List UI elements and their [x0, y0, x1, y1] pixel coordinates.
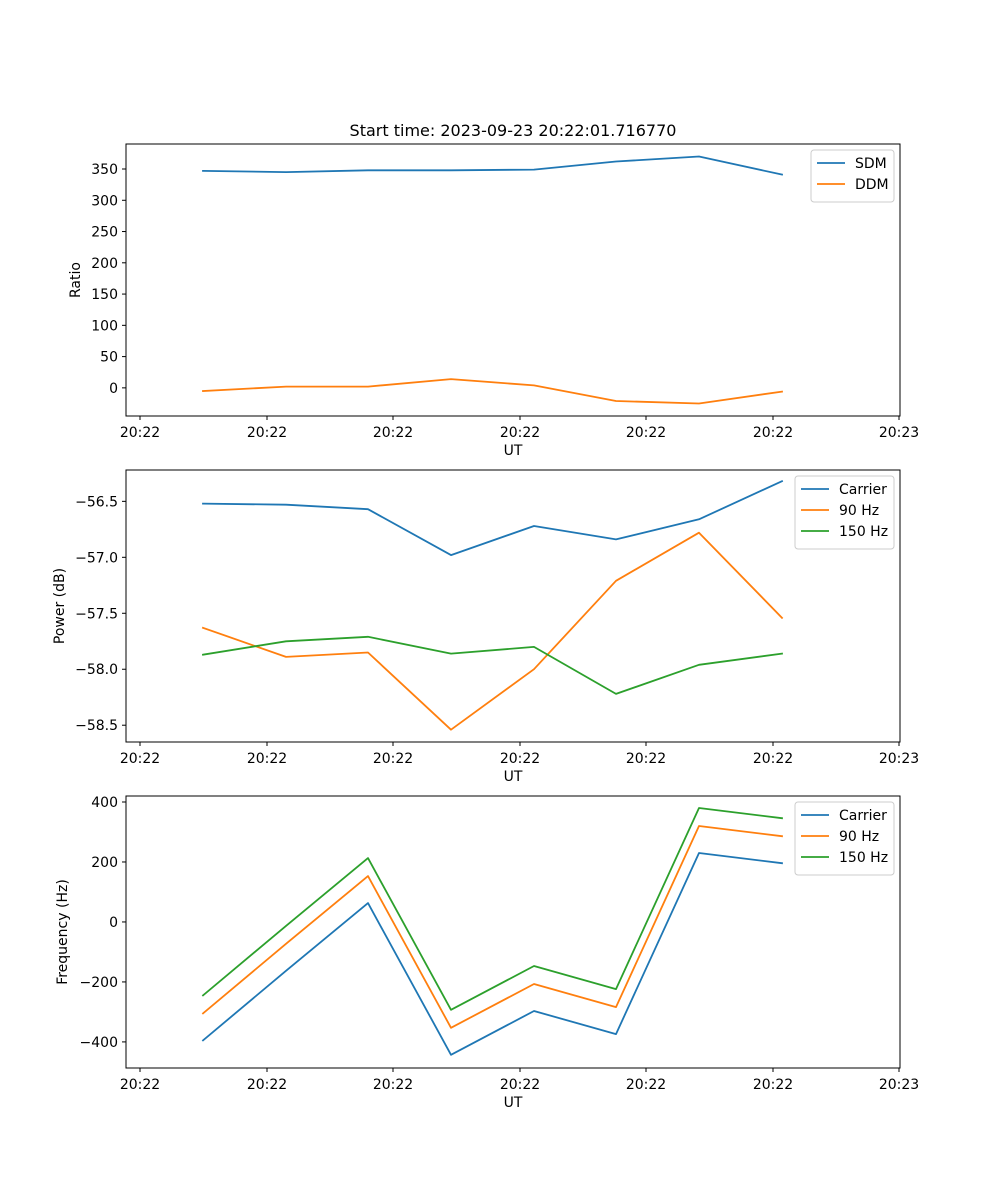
- x-tick-label: 20:22: [120, 1077, 160, 1093]
- y-tick-label: 200: [91, 855, 118, 871]
- x-tick-label: 20:22: [373, 751, 413, 767]
- y-tick-label: −58.0: [75, 662, 118, 678]
- y-tick-label: 200: [91, 256, 118, 272]
- series-line-sdm: [202, 155, 784, 176]
- x-tick-label: 20:22: [626, 1077, 666, 1093]
- y-axis-label: Ratio: [68, 262, 84, 298]
- legend-label-carrier: Carrier: [839, 808, 887, 824]
- x-tick-label: 20:23: [879, 751, 919, 767]
- x-tick-label: 20:22: [500, 1077, 540, 1093]
- y-tick-label: 300: [91, 193, 118, 209]
- x-tick-label: 20:22: [753, 751, 793, 767]
- x-tick-label: 20:22: [626, 751, 666, 767]
- legend-label-150-hz: 150 Hz: [839, 524, 888, 540]
- legend: Carrier 90 Hz 150 Hz: [794, 801, 895, 876]
- x-axis-label: UT: [504, 1095, 523, 1111]
- x-tick-label: 20:22: [373, 1077, 413, 1093]
- x-tick-label: 20:22: [120, 751, 160, 767]
- y-tick-label: −200: [80, 975, 118, 991]
- x-tick-label: 20:23: [879, 1077, 919, 1093]
- y-tick-label: −58.5: [75, 718, 118, 734]
- y-tick-label: −400: [80, 1035, 118, 1051]
- y-tick-label: −57.5: [75, 606, 118, 622]
- y-tick-label: 0: [109, 381, 118, 397]
- series-line-150-hz: [201, 635, 784, 695]
- y-tick-label: 350: [91, 162, 118, 178]
- x-tick-label: 20:22: [500, 751, 540, 767]
- x-tick-label: 20:22: [500, 425, 540, 441]
- chart-3: 20:22 20:22 20:22 20:22 20:22 20:22 20:23 UT −40…: [55, 795, 919, 1111]
- legend-label-150-hz: 150 Hz: [839, 850, 888, 866]
- series-line-150-hz: [201, 807, 784, 1011]
- x-axis-label: UT: [504, 769, 523, 785]
- series-line-90-hz: [201, 531, 784, 731]
- x-tick-label: 20:22: [247, 751, 287, 767]
- y-tick-label: 0: [109, 915, 118, 931]
- chart-2: 20:22 20:22 20:22 20:22 20:22 20:22 20:23 UT −58…: [52, 469, 919, 785]
- x-tick-label: 20:22: [247, 425, 287, 441]
- y-tick-label: −56.5: [75, 494, 118, 510]
- y-axis-label: Power (dB): [52, 568, 68, 644]
- y-axis-label: Frequency (Hz): [55, 879, 71, 985]
- x-tick-label: 20:22: [373, 425, 413, 441]
- x-axis-label: UT: [504, 443, 523, 459]
- x-tick-label: 20:23: [879, 425, 919, 441]
- legend: Carrier 90 Hz 150 Hz: [794, 475, 895, 550]
- y-tick-label: 50: [100, 350, 118, 366]
- x-tick-label: 20:22: [753, 425, 793, 441]
- y-tick-label: 250: [91, 225, 118, 241]
- y-tick-label: −57.0: [75, 550, 118, 566]
- plots-container: 20:22 20:22 20:22 20:22 20:22 20:22 20:23 UT 0 50…: [52, 143, 919, 1111]
- legend: SDM DDM: [810, 149, 895, 203]
- x-tick-label: 20:22: [247, 1077, 287, 1093]
- legend-label-90-hz: 90 Hz: [839, 829, 879, 845]
- axes-frame: [125, 469, 901, 743]
- figure-title: Start time: 2023-09-23 20:22:01.716770: [350, 121, 677, 140]
- legend-label-carrier: Carrier: [839, 482, 887, 498]
- chart-1: 20:22 20:22 20:22 20:22 20:22 20:22 20:23 UT 0 50…: [68, 143, 919, 459]
- series-line-ddm: [202, 378, 784, 405]
- series-line-90-hz: [201, 825, 784, 1029]
- y-tick-label: 400: [91, 795, 118, 811]
- y-tick-label: 100: [91, 318, 118, 334]
- series-line-carrier: [202, 480, 784, 556]
- axes-frame: [125, 143, 901, 417]
- axes-frame: [125, 795, 901, 1069]
- x-tick-label: 20:22: [626, 425, 666, 441]
- legend-label-ddm: DDM: [855, 177, 889, 193]
- legend-label-90-hz: 90 Hz: [839, 503, 879, 519]
- y-tick-label: 150: [91, 287, 118, 303]
- x-tick-label: 20:22: [120, 425, 160, 441]
- legend-label-sdm: SDM: [855, 156, 887, 172]
- x-tick-label: 20:22: [753, 1077, 793, 1093]
- series-line-carrier: [201, 852, 784, 1056]
